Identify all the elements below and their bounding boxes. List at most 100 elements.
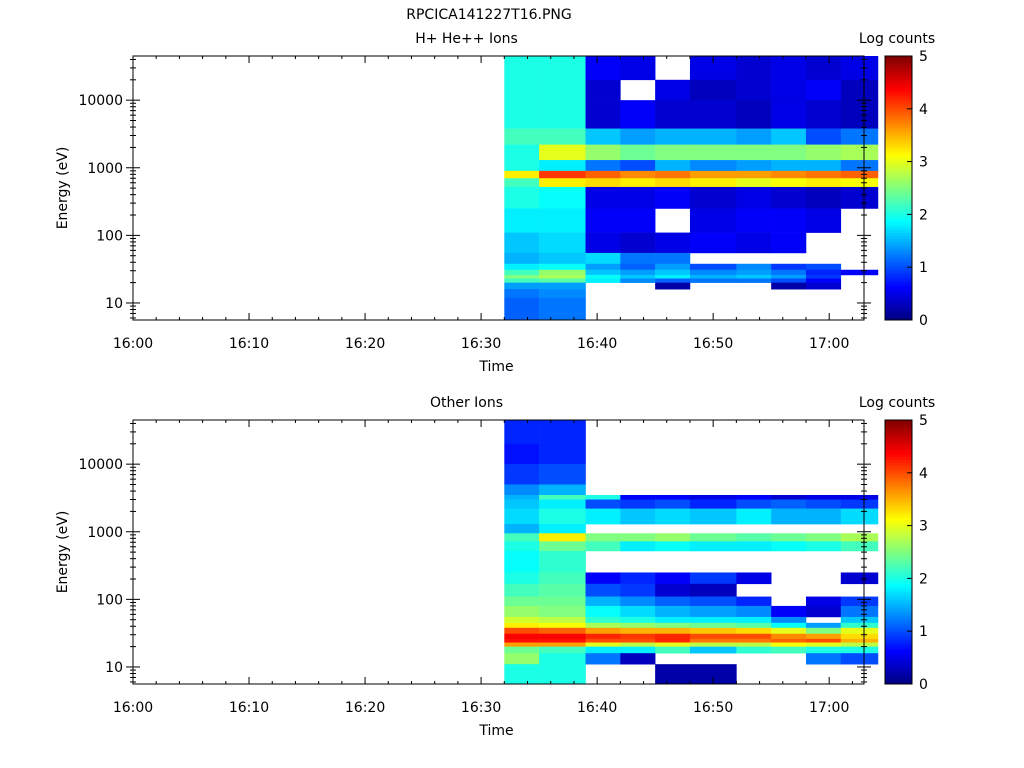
colorbar-segment	[885, 602, 912, 606]
heatmap-cell	[840, 100, 879, 129]
heatmap-cell	[620, 232, 656, 254]
heatmap-cell	[539, 160, 586, 172]
heatmap-cell	[771, 282, 807, 290]
colorbar-segment	[885, 92, 912, 96]
heatmap-cell	[840, 616, 879, 624]
heatmap-cell	[840, 541, 879, 552]
y-tick-label: 100	[96, 592, 123, 608]
colorbar-segment	[885, 201, 912, 205]
heatmap-cell	[539, 100, 586, 129]
colorbar-segment	[885, 586, 912, 590]
heatmap-cell	[689, 583, 737, 597]
heatmap-cell	[504, 170, 540, 179]
colorbar-segment	[885, 668, 912, 672]
x-tick-label: 16:40	[577, 700, 617, 716]
heatmap-cell	[539, 170, 586, 179]
heatmap-cell	[840, 605, 879, 618]
colorbar-segment	[885, 166, 912, 170]
heatmap-cell	[539, 653, 586, 665]
heatmap-cell	[771, 79, 807, 101]
heatmap-cell	[840, 128, 879, 145]
heatmap-cell	[655, 622, 691, 629]
heatmap-cell	[504, 269, 540, 276]
heatmap-cell	[504, 633, 540, 640]
heatmap-cell	[504, 160, 540, 172]
heatmap-cell	[504, 464, 540, 485]
colorbar-segment	[885, 483, 912, 487]
colorbar-segment	[885, 610, 912, 614]
heatmap-cell	[805, 208, 842, 233]
heatmap-cell	[689, 499, 737, 509]
colorbar-segment	[885, 588, 912, 592]
heatmap-cell	[655, 583, 691, 597]
colorbar-segment	[885, 116, 912, 120]
heatmap-cell	[689, 572, 737, 585]
x-tick-label: 16:30	[461, 700, 501, 716]
x-axis-label: Time	[478, 723, 513, 739]
heatmap-cell	[655, 499, 691, 509]
heatmap-cell	[805, 596, 842, 607]
colorbar-tick-label: 1	[919, 624, 928, 640]
heatmap-cell	[840, 170, 879, 179]
heatmap-cell	[840, 508, 879, 525]
colorbar-segment	[885, 427, 912, 431]
heatmap-cell	[620, 100, 656, 129]
heatmap-cell	[771, 541, 807, 552]
colorbar-segment	[885, 420, 912, 424]
colorbar-segment	[885, 507, 912, 511]
heatmap-cell	[585, 633, 621, 640]
y-tick-label: 10000	[78, 93, 123, 109]
colorbar-segment	[885, 641, 912, 645]
colorbar-segment	[885, 312, 912, 316]
heatmap-cell	[736, 627, 772, 635]
x-tick-label: 16:20	[345, 700, 385, 716]
colorbar-segment	[885, 459, 912, 463]
heatmap-cell	[585, 605, 621, 618]
x-tick-label: 16:50	[693, 700, 733, 716]
colorbar-segment	[885, 454, 912, 458]
colorbar-segment	[885, 623, 912, 627]
heatmap-cell	[539, 252, 586, 265]
colorbar-segment	[885, 304, 912, 308]
colorbar-tick-label: 3	[919, 519, 928, 535]
heatmap-cell	[504, 278, 540, 283]
colorbar-segment	[885, 290, 912, 294]
heatmap-cell	[771, 642, 807, 647]
heatmap-cell	[736, 263, 772, 271]
heatmap-cell	[840, 144, 879, 161]
colorbar-segment	[885, 662, 912, 666]
heatmap-cell	[620, 541, 656, 552]
heatmap-cell	[840, 186, 879, 209]
heatmap-cell	[805, 144, 842, 161]
heatmap-cell	[504, 642, 540, 647]
colorbar-segment	[885, 480, 912, 484]
heatmap-cell	[504, 252, 540, 265]
heatmap-cell	[736, 160, 772, 172]
heatmap-cell	[504, 616, 540, 624]
heatmap-cell	[504, 56, 540, 81]
colorbar-segment	[885, 665, 912, 669]
colorbar-segment	[885, 264, 912, 268]
panel-2: 16:00 16:10 16:20 16:30 16:40 16:50 17:0010100…	[55, 395, 935, 739]
heatmap-cell	[585, 278, 621, 283]
heatmap-cell	[504, 524, 540, 534]
colorbar-segment	[885, 58, 912, 62]
colorbar-segment	[885, 198, 912, 202]
colorbar-segment	[885, 100, 912, 104]
colorbar-tick-label: 4	[919, 466, 928, 482]
y-tick-label: 10	[105, 660, 123, 676]
colorbar-segment	[885, 119, 912, 123]
x-tick-label: 16:10	[229, 700, 269, 716]
colorbar-segment	[885, 71, 912, 75]
colorbar-tick-label: 5	[919, 413, 928, 429]
heatmap-cell	[689, 605, 737, 618]
colorbar-segment	[885, 430, 912, 434]
heatmap-cell	[689, 278, 737, 283]
heatmap-cell	[539, 533, 586, 542]
colorbar-segment	[885, 261, 912, 265]
heatmap-cell	[736, 170, 772, 179]
colorbar-segment	[885, 528, 912, 532]
panel-title: H+ He++ Ions	[415, 31, 518, 47]
heatmap-cell	[539, 420, 586, 445]
colorbar-segment	[885, 259, 912, 263]
